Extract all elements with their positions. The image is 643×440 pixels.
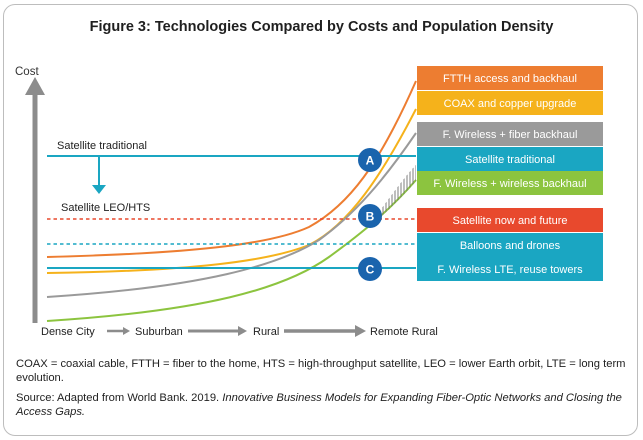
label-satellite-traditional: Satellite traditional xyxy=(57,140,147,152)
legend-label-balloons: Balloons and drones xyxy=(460,240,561,252)
stage-suburban: Suburban xyxy=(135,326,183,338)
figure-title: Figure 3: Technologies Compared by Costs… xyxy=(89,19,554,35)
marker-a-label: A xyxy=(366,154,375,168)
stage-rural: Rural xyxy=(253,326,279,338)
stage-remote-rural: Remote Rural xyxy=(370,326,438,338)
legend-box-ftth xyxy=(417,66,603,90)
cost-density-diagram: Cost Satellite traditional Satellite LEO… xyxy=(15,66,603,338)
marker-c-label: C xyxy=(366,263,375,277)
legend-box-coax xyxy=(417,91,603,115)
figure-notes: COAX = coaxial cable, FTTH = fiber to th… xyxy=(16,357,628,425)
down-arrow-head xyxy=(92,185,106,194)
curve-fwireless-fiber xyxy=(46,132,417,298)
stage-arrowhead-2 xyxy=(238,326,247,336)
marker-b-circle xyxy=(358,204,382,228)
source-note: Source: Adapted from World Bank. 2019. I… xyxy=(16,391,628,419)
legend-label-fwireless-lte: F. Wireless LTE, reuse towers xyxy=(437,264,583,276)
legend-box-fwireless-lte xyxy=(417,257,603,281)
curve-ftth xyxy=(46,80,417,258)
legend-box-fwireless-wireless xyxy=(417,171,603,195)
stage-dense-city: Dense City xyxy=(41,326,95,338)
legend-label-satellite-traditional: Satellite traditional xyxy=(465,154,555,166)
legend-label-coax: COAX and copper upgrade xyxy=(444,98,577,110)
y-axis-label: Cost xyxy=(15,66,39,78)
marker-b-label: B xyxy=(366,210,375,224)
legend-box-balloons xyxy=(417,233,603,257)
marker-a-circle xyxy=(358,148,382,172)
abbreviations-note: COAX = coaxial cable, FTTH = fiber to th… xyxy=(16,358,626,384)
legend-label-satellite-now: Satellite now and future xyxy=(453,215,568,227)
legend-box-fwireless-fiber xyxy=(417,122,603,146)
stage-arrowhead-1 xyxy=(123,327,130,335)
legend-box-satellite-now xyxy=(417,208,603,232)
legend-box-satellite-traditional xyxy=(417,147,603,171)
curve-coax xyxy=(46,108,417,274)
y-axis-arrowhead xyxy=(25,77,45,95)
legend-label-ftth: FTTH access and backhaul xyxy=(443,73,577,85)
figure-frame: Figure 3: Technologies Compared by Costs… xyxy=(3,4,638,436)
source-prefix: Source: Adapted from World Bank. 2019. xyxy=(16,392,223,404)
source-title: Innovative Business Models for Expanding… xyxy=(16,392,622,418)
marker-c-circle xyxy=(358,257,382,281)
label-satellite-leo: Satellite LEO/HTS xyxy=(61,202,150,214)
hatched-region xyxy=(376,165,416,221)
legend-label-fwireless-fiber: F. Wireless + fiber backhaul xyxy=(443,129,578,141)
legend-label-fwireless-wireless: F. Wireless + wireless backhaul xyxy=(433,178,586,190)
stage-arrowhead-3 xyxy=(355,325,366,337)
